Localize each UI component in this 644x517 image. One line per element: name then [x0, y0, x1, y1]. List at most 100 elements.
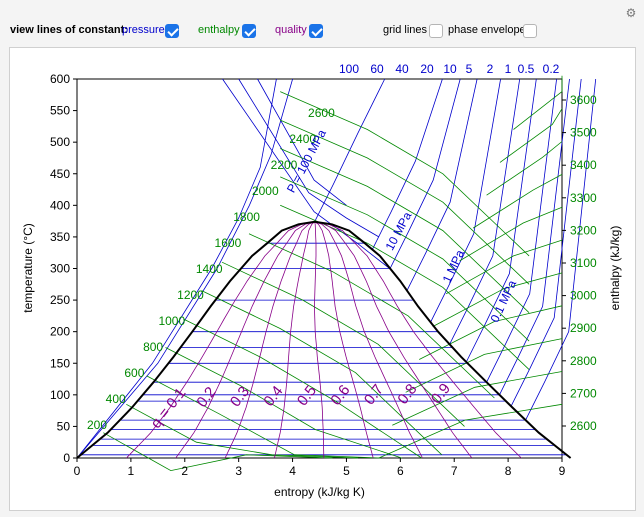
- enthalpy-line-vapor: [405, 338, 563, 393]
- quality-line: [314, 221, 473, 459]
- pressure-top-label: 20: [420, 62, 434, 76]
- pressure-line-liquid: [76, 78, 293, 459]
- x-tick-label: 4: [289, 464, 296, 478]
- x-tick-label: 7: [451, 464, 458, 478]
- quality-label: 0.4: [260, 383, 286, 410]
- pressure-top-label: 2: [487, 62, 494, 76]
- enthalpy-right-label: 3400: [570, 158, 597, 172]
- y-tick-label: 300: [50, 262, 70, 276]
- enthalpy-left-label: 2600: [308, 106, 335, 120]
- pressure-line-label: 0.1 MPa: [488, 278, 520, 325]
- pressure-checkbox[interactable]: [165, 24, 179, 38]
- pressure-line-supercritical: [257, 78, 347, 206]
- grid-lines-checkbox[interactable]: [429, 24, 443, 38]
- enthalpy-line-vapor: [392, 371, 563, 426]
- x-axis-title: entropy (kJ/kg K): [274, 485, 365, 499]
- quality-line: [126, 221, 315, 459]
- pressure-top-label: 0.2: [543, 62, 560, 76]
- pressure-line-label: 1 MPa: [440, 247, 467, 285]
- y-tick-label: 0: [63, 451, 70, 465]
- x-tick-label: 5: [343, 464, 350, 478]
- enthalpy-line: [221, 261, 465, 427]
- quality-line: [314, 221, 423, 459]
- enthalpy-line: [248, 233, 495, 399]
- enthalpy-right-label: 2700: [570, 386, 597, 400]
- x-tick-label: 1: [128, 464, 135, 478]
- enthalpy-line: [280, 119, 530, 285]
- enthalpy-line: [280, 176, 530, 342]
- x-tick-label: 6: [397, 464, 404, 478]
- quality-line: [274, 221, 315, 459]
- enthalpy-line: [280, 91, 530, 257]
- enthalpy-line: [201, 290, 443, 456]
- pressure-label: pressure: [122, 24, 165, 36]
- enthalpy-label: enthalpy: [198, 24, 240, 36]
- enthalpy-left-label: 1000: [158, 314, 185, 328]
- enthalpy-line-vapor: [459, 206, 563, 262]
- pressure-line: [499, 78, 570, 395]
- pressure-line: [389, 78, 461, 269]
- quality-label: 0.9: [428, 380, 454, 407]
- chart-panel: 0 1 2 3 4 5 6 7 8 9 0 50 100 150 200 250 300 350 400 450 500…: [9, 47, 636, 511]
- pressure-line: [371, 78, 443, 250]
- saturation-dome: [76, 220, 572, 459]
- grid-lines-label: grid lines: [383, 24, 428, 36]
- enthalpy-right-label: 2800: [570, 354, 597, 368]
- enthalpy-checkbox[interactable]: [242, 24, 256, 38]
- enthalpy-right-label: 3100: [570, 256, 597, 270]
- x-tick-label: 0: [74, 464, 81, 478]
- y-tick-label: 450: [50, 167, 70, 181]
- y2-axis-title: enthalpy (kJ/kg): [608, 226, 622, 311]
- quality-line: [313, 221, 325, 459]
- y-tick-label: 600: [50, 72, 70, 86]
- pressure-line-label: 10 MPa: [383, 209, 415, 252]
- y-tick-label: 200: [50, 325, 70, 339]
- y-tick-label: 500: [50, 135, 70, 149]
- enthalpy-right-label: 3300: [570, 191, 597, 205]
- pressure-top-label: 100: [339, 62, 359, 76]
- enthalpy-line: [183, 318, 422, 459]
- pressure-line-liquid: [76, 78, 277, 459]
- quality-line: [224, 221, 315, 459]
- y-tick-label: 550: [50, 104, 70, 118]
- ts-diagram: 0 1 2 3 4 5 6 7 8 9050100150200250300350400450500…: [21, 62, 622, 499]
- quality-line: [175, 221, 315, 459]
- pressure-line: [465, 78, 537, 363]
- enthalpy-line-vapor: [445, 239, 563, 295]
- enthalpy-right-label: 3500: [570, 126, 597, 140]
- pressure-line: [486, 78, 557, 383]
- y-tick-label: 400: [50, 198, 70, 212]
- enthalpy-line: [146, 375, 381, 459]
- x-tick-label: 8: [505, 464, 512, 478]
- y-tick-label: 100: [50, 388, 70, 402]
- enthalpy-left-label: 200: [87, 418, 107, 432]
- y-tick-label: 350: [50, 230, 70, 244]
- enthalpy-line-vapor: [486, 141, 563, 196]
- quality-label: 0.5: [294, 382, 320, 409]
- phase-envelope-checkbox[interactable]: [523, 24, 537, 38]
- gear-icon[interactable]: ⚙: [625, 6, 637, 20]
- controls-bar: view lines of constant: pressure enthalp…: [0, 20, 644, 44]
- enthalpy-line-vapor: [499, 108, 563, 163]
- enthalpy-line: [103, 432, 333, 472]
- x-tick-label: 3: [235, 464, 242, 478]
- quality-label: 0.8: [394, 381, 420, 408]
- enthalpy-left-label: 400: [106, 392, 126, 406]
- quality-label: 0.3: [227, 383, 253, 410]
- quality-checkbox[interactable]: [309, 24, 323, 38]
- enthalpy-line-vapor: [378, 403, 563, 459]
- quality-line: [314, 221, 374, 459]
- enthalpy-right-label: 3200: [570, 223, 597, 237]
- enthalpy-line-vapor: [432, 272, 563, 327]
- pressure-top-label: 5: [466, 62, 473, 76]
- enthalpy-right-label: 2900: [570, 321, 597, 335]
- enthalpy-left-label: 1200: [177, 288, 204, 302]
- pressure-line: [449, 78, 521, 345]
- x-tick-label: 9: [559, 464, 566, 478]
- pressure-top-label: 10: [443, 62, 457, 76]
- x-tick-label: 2: [181, 464, 188, 478]
- enthalpy-line: [126, 403, 359, 459]
- y-axis-title: temperature (°C): [21, 223, 35, 313]
- pressure-top-label: 0.5: [518, 62, 535, 76]
- view-lines-label: view lines of constant:: [10, 24, 128, 36]
